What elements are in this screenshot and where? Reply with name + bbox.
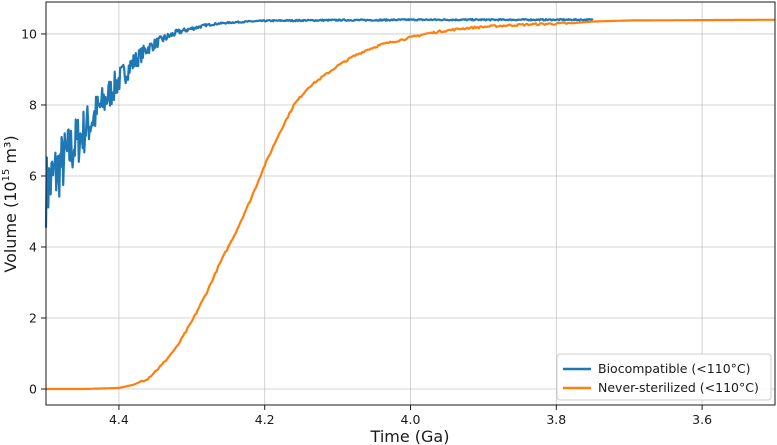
- legend-label-never-sterilized: Never-sterilized (<110°C): [598, 380, 759, 395]
- y-tick-label: 0: [29, 382, 37, 397]
- y-axis-label-unit: m³): [1, 135, 20, 168]
- x-axis-label: Time (Ga): [370, 427, 450, 445]
- y-axis-label-exponent: 15: [1, 169, 12, 182]
- series-layer: [44, 17, 775, 391]
- x-tick-label: 3.8: [546, 412, 566, 427]
- x-tick-label: 3.6: [692, 412, 712, 427]
- x-axis: 4.4 4.2 4.0 3.8 3.6: [109, 405, 712, 427]
- series-line-never-sterilized: [46, 18, 775, 391]
- y-axis-label: Volume (1015 m³): [1, 135, 20, 272]
- grid-lines: [46, 2, 775, 405]
- legend-label-biocompatible: Biocompatible (<110°C): [598, 361, 751, 376]
- x-tick-label: 4.2: [255, 412, 275, 427]
- y-tick-label: 6: [29, 168, 37, 183]
- y-tick-label: 8: [29, 97, 37, 112]
- legend-box: [556, 353, 772, 401]
- y-axis-label-main: Volume (10: [1, 181, 20, 272]
- x-tick-label: 4.4: [109, 412, 129, 427]
- y-tick-label: 10: [21, 26, 37, 41]
- series-line-biocompatible: [44, 17, 594, 228]
- y-tick-label: 4: [29, 239, 37, 254]
- y-axis: 0 2 4 6 8 10: [21, 26, 46, 397]
- x-tick-label: 4.0: [401, 412, 421, 427]
- legend: Biocompatible (<110°C) Never-sterilized …: [556, 353, 772, 401]
- y-tick-label: 2: [29, 311, 37, 326]
